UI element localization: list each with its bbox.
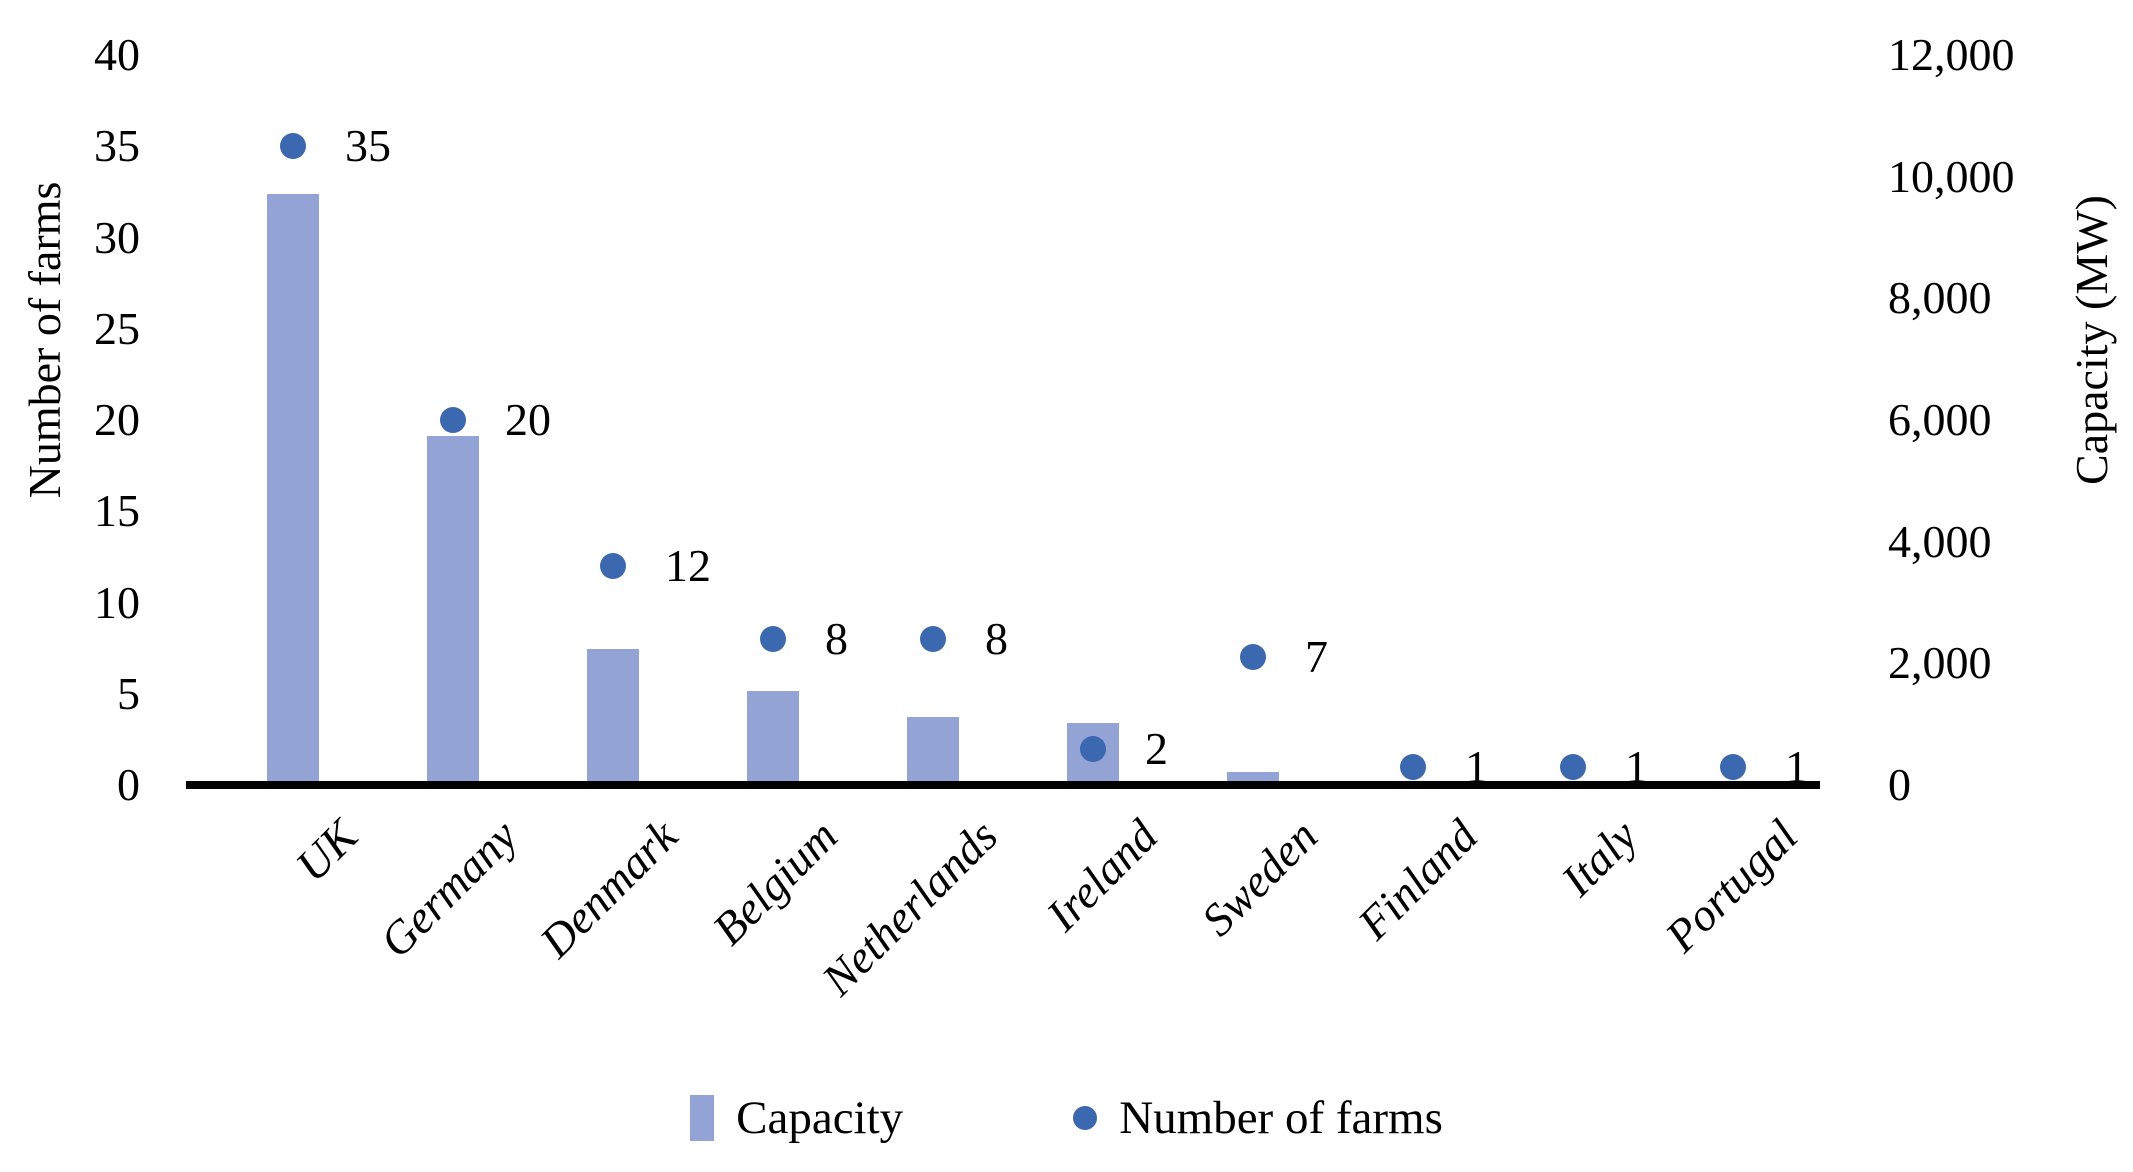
dot-italy <box>1560 753 1586 780</box>
data-label-portugal: 1 <box>1785 740 1808 792</box>
farms-legend-label: Number of farms <box>1119 1092 1443 1144</box>
right-axis-tick-2000: 2,000 <box>1888 637 1992 689</box>
left-axis-tick-30: 30 <box>94 211 140 263</box>
right-axis-title: Capacity (MW) <box>2066 195 2117 485</box>
data-label-netherlands: 8 <box>985 613 1008 664</box>
farms-dot-swatch-icon <box>1073 1106 1098 1130</box>
left-axis-tick-35: 35 <box>94 120 140 172</box>
legend-item-number-of-farms: Number of farms <box>1073 1090 1443 1146</box>
data-label-uk: 35 <box>345 120 391 172</box>
data-label-sweden: 7 <box>1305 631 1328 683</box>
dot-netherlands <box>920 626 946 652</box>
right-axis-tick-8000: 8,000 <box>1888 272 1992 324</box>
right-axis-tick-4000: 4,000 <box>1888 515 1992 567</box>
dot-denmark <box>600 553 626 579</box>
dot-uk <box>280 133 306 160</box>
data-label-finland: 1 <box>1465 740 1488 792</box>
right-axis-tick-6000: 6,000 <box>1888 394 1992 445</box>
bar-germany <box>427 436 479 781</box>
left-axis-tick-15: 15 <box>94 485 140 537</box>
right-axis-tick-12000: 12,000 <box>1888 29 2015 80</box>
dot-germany <box>440 407 466 433</box>
left-axis-tick-20: 20 <box>94 394 140 445</box>
left-axis-tick-5: 5 <box>117 667 140 719</box>
left-axis-tick-40: 40 <box>94 29 140 80</box>
bar-sweden <box>1227 771 1279 781</box>
data-label-germany: 20 <box>505 394 551 445</box>
data-label-italy: 1 <box>1625 740 1648 792</box>
legend-item-capacity: Capacity <box>690 1090 903 1146</box>
x-axis-line <box>186 781 1820 789</box>
dot-belgium <box>760 626 786 652</box>
right-axis-tick-10000: 10,000 <box>1888 150 2015 202</box>
bar-netherlands <box>907 716 959 781</box>
dot-portugal <box>1720 753 1746 780</box>
left-axis-tick-25: 25 <box>94 302 140 354</box>
data-label-belgium: 8 <box>825 613 848 664</box>
dot-sweden <box>1240 644 1266 671</box>
left-axis-tick-0: 0 <box>117 759 140 810</box>
capacity-bar-swatch-icon <box>690 1095 715 1141</box>
bar-denmark <box>587 649 639 781</box>
left-axis-tick-10: 10 <box>94 576 140 628</box>
bar-belgium <box>747 691 799 781</box>
capacity-legend-label: Capacity <box>736 1092 904 1144</box>
bar-uk <box>267 194 319 781</box>
dot-finland <box>1400 753 1426 780</box>
data-label-denmark: 12 <box>665 540 711 591</box>
data-label-ireland: 2 <box>1145 722 1168 774</box>
legend: Capacity Number of farms <box>0 1090 2133 1146</box>
right-axis-tick-0: 0 <box>1888 759 1911 810</box>
dot-ireland <box>1080 735 1106 762</box>
left-axis-title: Number of farms <box>19 181 70 499</box>
